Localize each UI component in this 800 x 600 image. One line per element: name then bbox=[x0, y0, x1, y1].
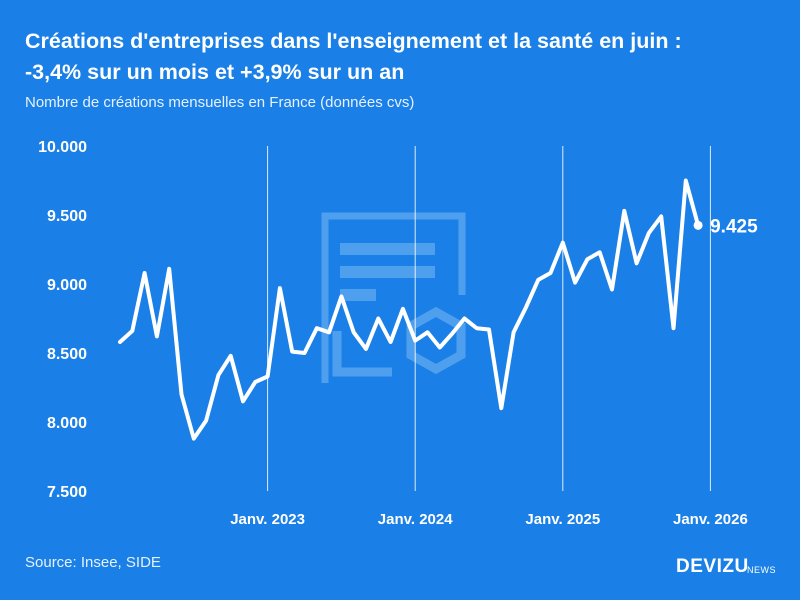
chart-title: Créations d'entreprises dans l'enseignem… bbox=[25, 26, 785, 88]
y-tick-label: 10.000 bbox=[38, 139, 87, 156]
y-axis: 7.500 8.000 8.500 9.000 9.500 10.000 bbox=[38, 139, 87, 501]
x-axis: Janv. 2023 Janv. 2024 Janv. 2025 Janv. 2026 bbox=[230, 511, 748, 528]
watermark-bar bbox=[340, 266, 435, 278]
watermark-logo bbox=[321, 212, 466, 383]
watermark-corner bbox=[332, 331, 392, 377]
y-tick-label: 9.500 bbox=[47, 208, 87, 225]
last-value-label: 9.425 bbox=[710, 216, 758, 237]
watermark-bar bbox=[340, 289, 376, 301]
title-line-1: Créations d'entreprises dans l'enseignem… bbox=[25, 29, 682, 53]
watermark-frame bbox=[321, 212, 466, 383]
x-tick-label: Janv. 2025 bbox=[525, 511, 600, 528]
brand-logo-sub: NEWS bbox=[747, 565, 776, 575]
watermark-bar bbox=[340, 243, 435, 255]
title-line-2: -3,4% sur un mois et +3,9% sur un an bbox=[25, 60, 405, 84]
chart-subtitle: Nombre de créations mensuelles en France… bbox=[25, 94, 415, 111]
y-tick-label: 8.000 bbox=[47, 415, 87, 432]
source-note: Source: Insee, SIDE bbox=[25, 554, 161, 571]
y-tick-label: 7.500 bbox=[47, 484, 87, 501]
vertical-grid bbox=[267, 146, 711, 491]
x-tick-label: Janv. 2026 bbox=[673, 511, 748, 528]
y-tick-label: 8.500 bbox=[47, 346, 87, 363]
x-tick-label: Janv. 2024 bbox=[378, 511, 453, 528]
series-line bbox=[118, 178, 701, 441]
y-tick-label: 9.000 bbox=[47, 277, 87, 294]
x-tick-label: Janv. 2023 bbox=[230, 511, 305, 528]
last-point-marker bbox=[693, 220, 703, 230]
series-creations: 9.425 bbox=[118, 178, 758, 441]
brand-logo: DEVIZU bbox=[676, 556, 749, 577]
